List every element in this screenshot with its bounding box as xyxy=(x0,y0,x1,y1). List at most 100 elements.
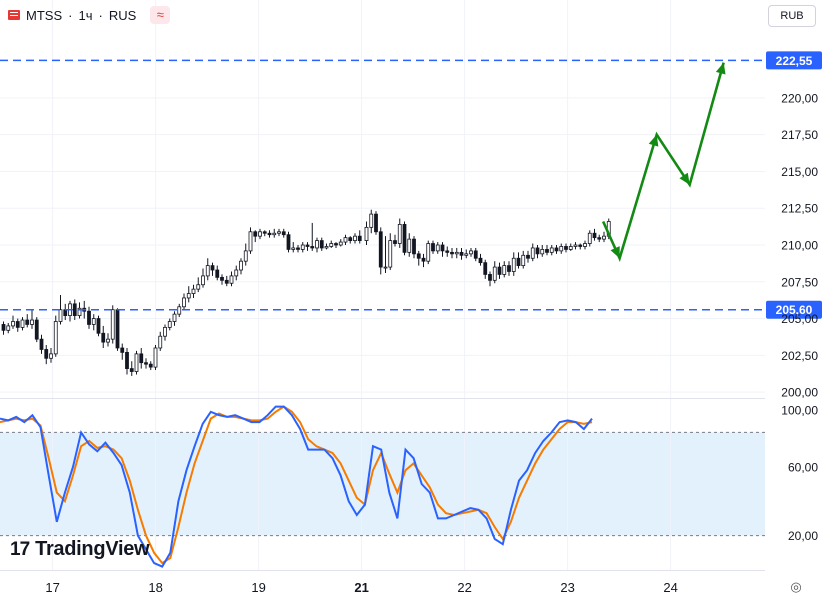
candle-body xyxy=(412,238,416,255)
stochastic-tick-label: 60,00 xyxy=(788,460,818,474)
candle-body xyxy=(63,309,68,317)
price-tick-label: 220,00 xyxy=(781,91,818,105)
candle-body xyxy=(144,362,148,365)
price-level-tag xyxy=(766,300,822,319)
candle-body xyxy=(129,368,134,372)
candle-body xyxy=(291,247,296,250)
exchange-label: RUS xyxy=(108,7,137,23)
candle-body xyxy=(205,265,210,277)
candle-body xyxy=(253,231,258,237)
candle-body xyxy=(549,247,554,253)
candle-body xyxy=(597,237,602,240)
interval-label: 1ч xyxy=(78,7,93,23)
candle-body xyxy=(464,253,469,256)
price-axis: 200,00 202,50 205,00 207,50 210,00 212,50 215,… xyxy=(781,91,818,543)
candle-body xyxy=(559,246,564,252)
candle-body xyxy=(469,250,473,255)
stochastic-band-lines xyxy=(0,431,765,537)
candle-body xyxy=(511,257,516,272)
candle-body xyxy=(402,224,407,253)
candle-body xyxy=(267,232,272,236)
candle-body xyxy=(110,309,115,340)
candle-body xyxy=(416,253,421,259)
candle-body xyxy=(210,265,215,271)
candle-body xyxy=(58,309,63,322)
tradingview-logo-icon: 17 xyxy=(10,538,30,560)
flag-icon xyxy=(8,10,20,20)
time-tick-label: 24 xyxy=(663,580,677,595)
candle-body xyxy=(440,244,445,252)
currency-button[interactable]: RUB xyxy=(768,5,816,27)
candle-body xyxy=(300,244,305,250)
time-tick-label: 18 xyxy=(148,580,162,595)
time-tick-label: 23 xyxy=(560,580,574,595)
candle-body xyxy=(239,260,243,271)
candle-body xyxy=(516,257,521,267)
candle-body xyxy=(324,246,329,249)
candle-body xyxy=(186,293,191,299)
time-tick-label: 21 xyxy=(354,580,368,595)
wave-icon[interactable]: ≈ xyxy=(150,6,171,24)
candle-body xyxy=(281,231,286,236)
candle-body xyxy=(397,224,402,244)
candle-body xyxy=(148,363,153,368)
candle-body xyxy=(364,226,369,241)
brand-name: TradingView xyxy=(35,538,150,560)
candle-body xyxy=(435,244,440,252)
time-axis: 17 18 19 21 22 23 24 xyxy=(45,580,677,595)
symbol-header[interactable]: MTSS · 1ч · RUS ≈ xyxy=(8,6,171,24)
candle-body xyxy=(473,250,478,259)
candle-body xyxy=(87,310,91,325)
candle-body xyxy=(158,335,163,349)
candles xyxy=(1,209,611,376)
candle-body xyxy=(310,246,315,249)
candle-body xyxy=(77,307,82,317)
candle-body xyxy=(191,288,196,294)
candle-body xyxy=(258,231,262,237)
candle-body xyxy=(459,251,464,256)
candle-body xyxy=(554,247,559,252)
forecast-arrowhead xyxy=(679,172,690,185)
candle-body xyxy=(478,257,483,264)
candle-body xyxy=(120,347,125,353)
candle-body xyxy=(248,231,253,252)
forecast-arrowhead xyxy=(715,62,726,75)
candle-body xyxy=(139,353,144,364)
candle-body xyxy=(587,232,592,244)
candle-body xyxy=(106,338,110,343)
forecast-line xyxy=(601,62,725,262)
candle-body xyxy=(201,275,205,286)
candle-body xyxy=(329,243,334,247)
separator: · xyxy=(68,7,73,23)
candle-body xyxy=(378,231,383,268)
price-tick-label: 200,00 xyxy=(781,386,818,400)
candle-body xyxy=(573,244,578,247)
candle-body xyxy=(53,321,58,355)
settings-icon[interactable]: ◎ xyxy=(790,579,802,594)
candle-body xyxy=(540,249,545,255)
candle-body xyxy=(393,240,397,244)
candle-body xyxy=(34,319,39,340)
candle-body xyxy=(196,284,201,290)
candle-body xyxy=(454,251,459,255)
candle-body xyxy=(262,231,267,234)
stochastic-line xyxy=(0,405,593,565)
price-tick-label: 217,50 xyxy=(781,128,818,142)
price-tick-label: 207,50 xyxy=(781,275,818,289)
candle-body xyxy=(215,269,220,278)
candle-body xyxy=(272,232,277,236)
forecast-path xyxy=(601,62,726,262)
candle-body xyxy=(407,238,412,253)
candle-body xyxy=(30,319,34,325)
tradingview-logo[interactable]: 17 TradingView xyxy=(10,538,150,561)
candle-body xyxy=(1,324,6,331)
time-tick-label: 19 xyxy=(251,580,265,595)
time-tick-label: 22 xyxy=(457,580,471,595)
candle-body xyxy=(229,275,234,284)
forecast-arrowhead xyxy=(610,246,620,259)
candle-body xyxy=(49,353,53,359)
candle-body xyxy=(483,262,488,275)
candle-body xyxy=(20,319,25,328)
price-tick-label: 212,50 xyxy=(781,202,818,216)
